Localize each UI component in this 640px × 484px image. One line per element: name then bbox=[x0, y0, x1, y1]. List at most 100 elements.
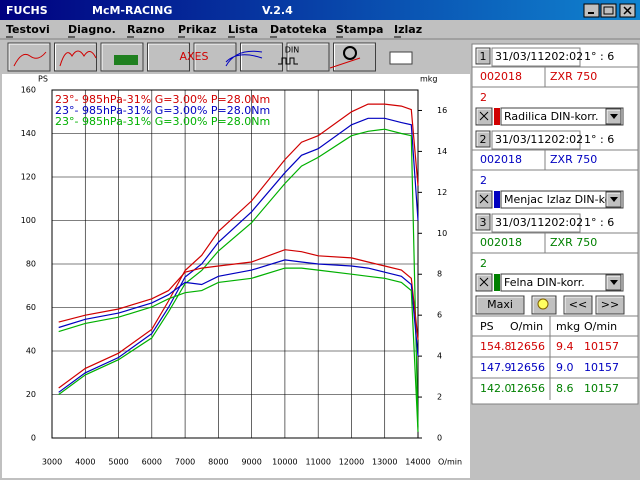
test-number-button[interactable] bbox=[475, 47, 491, 65]
toolbar-button[interactable] bbox=[147, 42, 190, 72]
test-id: 002018 bbox=[480, 236, 522, 249]
menu-item[interactable]: Prikaz bbox=[178, 23, 216, 36]
x-tick-label: 12000 bbox=[339, 458, 364, 467]
bevel bbox=[334, 43, 375, 70]
menu-bar: Testovi Diagno. Razno Prikaz Lista Datoteka St… bbox=[6, 23, 422, 38]
test-id: 002018 bbox=[480, 70, 522, 83]
toolbar: AXES DIN bbox=[7, 42, 413, 72]
menu-item[interactable]: Izlaz bbox=[394, 23, 422, 36]
test-value: 2 bbox=[480, 174, 487, 187]
bevel bbox=[476, 191, 491, 207]
series-line bbox=[58, 259, 419, 357]
minimize[interactable] bbox=[583, 3, 600, 18]
bevel bbox=[476, 296, 523, 313]
results-cell: 10157 bbox=[584, 382, 619, 395]
y-axis-label: PS bbox=[38, 75, 48, 84]
series-line bbox=[58, 267, 419, 432]
test-id: 002018 bbox=[480, 153, 522, 166]
menu-item[interactable]: Diagno. bbox=[68, 23, 116, 36]
app-name: McM-RACING bbox=[92, 4, 172, 17]
toolbar-button[interactable] bbox=[7, 42, 51, 72]
toolbar-button[interactable] bbox=[193, 42, 237, 72]
bevel bbox=[101, 43, 142, 70]
results-cell: 10157 bbox=[584, 361, 619, 374]
icon bbox=[13, 51, 47, 67]
test-model: ZXR 750 bbox=[550, 236, 597, 249]
x-tick-label: 14000 bbox=[405, 458, 430, 467]
y-tick-label: 160 bbox=[21, 86, 36, 95]
y-tick-label: 140 bbox=[21, 129, 36, 138]
test-number-button[interactable] bbox=[475, 213, 491, 231]
version: V.2.4 bbox=[262, 4, 293, 17]
test-number-button[interactable] bbox=[475, 130, 491, 148]
x-tick-label: 10000 bbox=[272, 458, 297, 467]
test-date: 31/03/11202:02 bbox=[495, 216, 583, 229]
toolbar-button[interactable] bbox=[240, 42, 283, 72]
test-date: 31/03/11202:02 bbox=[495, 50, 583, 63]
color-swatch bbox=[494, 274, 500, 291]
results-cell: 142.0 bbox=[480, 382, 512, 395]
icon bbox=[225, 50, 263, 67]
menu-item[interactable]: Testovi bbox=[6, 23, 50, 36]
bevel bbox=[287, 43, 328, 70]
arrow bbox=[610, 114, 618, 119]
results-cell: 9.0 bbox=[556, 361, 574, 374]
cell bbox=[491, 47, 581, 67]
window-title: FUCHS bbox=[6, 4, 48, 17]
y-tick-label: 100 bbox=[21, 216, 36, 225]
y-tick-label: 0 bbox=[31, 434, 36, 443]
bevel bbox=[194, 43, 235, 70]
x-icon bbox=[479, 194, 489, 204]
y-tick-label: 80 bbox=[26, 260, 36, 269]
bevel bbox=[476, 108, 491, 124]
series-line bbox=[58, 128, 419, 428]
y-tick-label: 40 bbox=[26, 347, 36, 356]
x-icon bbox=[479, 111, 489, 121]
color-swatch bbox=[494, 191, 500, 208]
y2-tick-label: 2 bbox=[437, 393, 442, 402]
results-header: O/min bbox=[584, 320, 617, 333]
menu-item[interactable]: Stampa bbox=[336, 23, 383, 36]
results-header: O/min bbox=[510, 320, 543, 333]
dropdown[interactable] bbox=[500, 273, 624, 292]
dropdown[interactable] bbox=[500, 107, 624, 126]
menu-item[interactable]: Lista bbox=[228, 23, 258, 36]
bevel bbox=[55, 43, 96, 70]
icon bbox=[343, 46, 357, 60]
legend-entry: 23°- 985hPa-31% G=3.00% P=28.0Nm bbox=[55, 115, 270, 128]
results-cell: 154.8 bbox=[480, 340, 512, 353]
y2-tick-label: 10 bbox=[437, 229, 447, 238]
toolbar-button[interactable] bbox=[54, 42, 97, 72]
dropdown[interactable] bbox=[500, 190, 624, 209]
prev-button[interactable] bbox=[563, 295, 593, 315]
menu-item[interactable]: Razno bbox=[127, 23, 165, 36]
plot-frame bbox=[51, 89, 419, 439]
results-cell: 12656 bbox=[510, 382, 545, 395]
menu-item[interactable]: Datoteka bbox=[270, 23, 327, 36]
button-label: >> bbox=[601, 298, 619, 311]
results-header: mkg bbox=[556, 320, 580, 333]
bevel bbox=[241, 43, 282, 70]
toolbar-button[interactable] bbox=[286, 42, 330, 72]
test-value: 2 bbox=[480, 257, 487, 270]
test-number: 3 bbox=[480, 216, 487, 229]
maximize[interactable] bbox=[600, 3, 617, 18]
test-number: 2 bbox=[480, 133, 487, 146]
icon bbox=[59, 50, 97, 67]
y2-axis-label: mkg bbox=[420, 75, 438, 84]
y2-tick-label: 6 bbox=[437, 311, 442, 320]
y2-tick-label: 16 bbox=[437, 106, 447, 115]
y2-tick-label: 8 bbox=[437, 270, 442, 279]
cell bbox=[491, 130, 581, 150]
chart: PS mkg O/min 0 20 40 60 80 100 120 140 160 0 2 4 6 8 10 12… bbox=[21, 75, 462, 467]
arrow bbox=[610, 280, 618, 285]
next-button[interactable] bbox=[595, 295, 625, 315]
bevel bbox=[476, 274, 491, 290]
x-tick-label: 5000 bbox=[108, 458, 128, 467]
maxi-button[interactable] bbox=[475, 295, 525, 315]
window-buttons[interactable] bbox=[583, 3, 636, 18]
icon bbox=[329, 57, 361, 69]
results-cell: 147.9 bbox=[480, 361, 512, 374]
y-tick-label: 60 bbox=[26, 303, 36, 312]
y2-tick-label: 4 bbox=[437, 352, 442, 361]
